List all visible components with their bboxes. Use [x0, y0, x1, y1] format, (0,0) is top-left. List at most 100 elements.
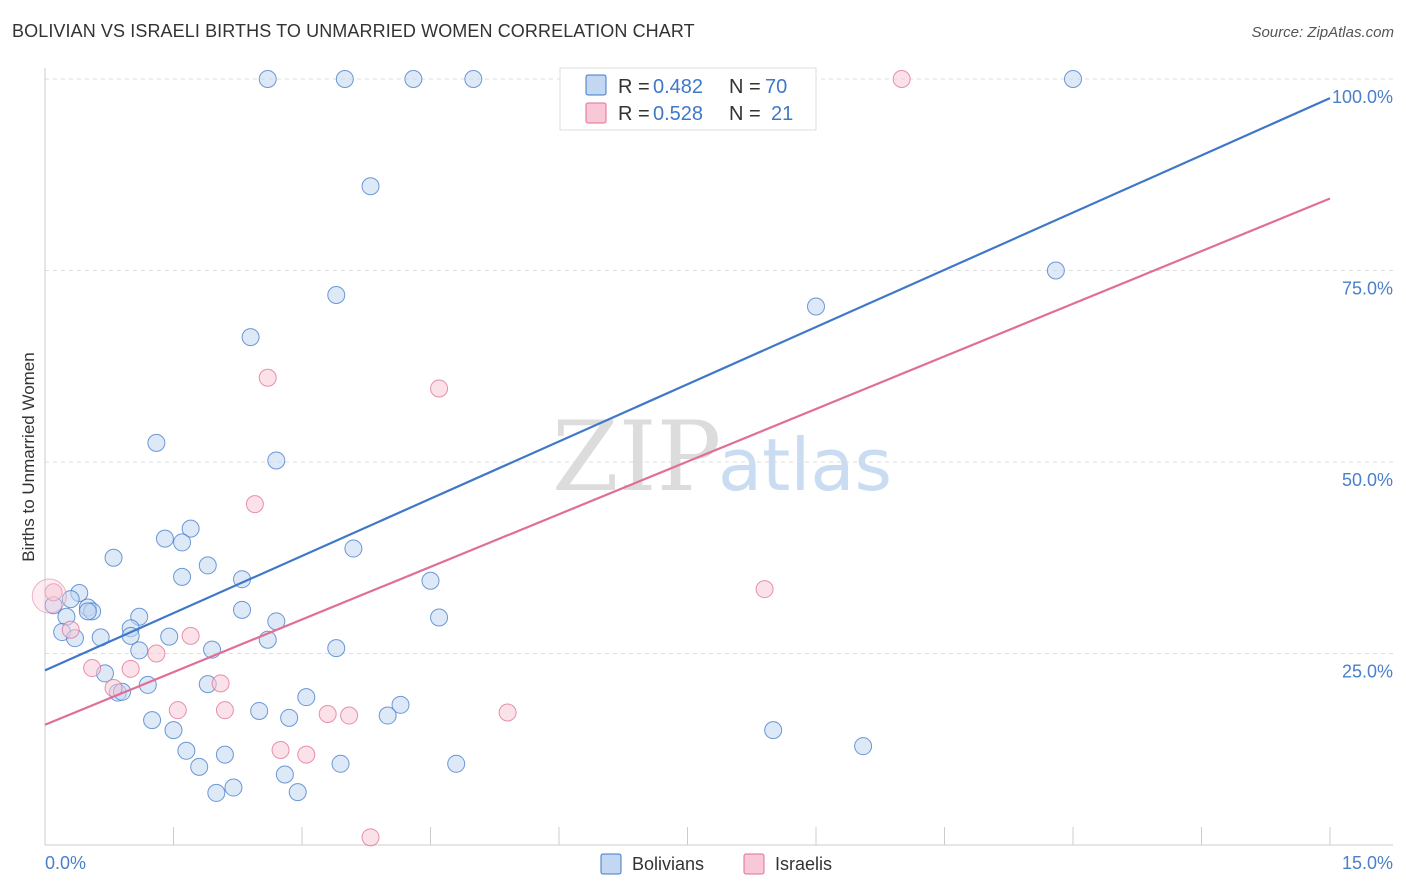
- gridlines: [45, 78, 1393, 654]
- bolivians-point-22: [421, 571, 440, 590]
- israelis-point-15: [318, 705, 337, 724]
- israelis-point-7: [181, 626, 200, 645]
- israelis-point-0: [892, 70, 911, 88]
- israelis-point-4: [755, 580, 774, 599]
- bolivians-point-17: [104, 548, 123, 567]
- y-tick-label-3: 100.0%: [1332, 87, 1393, 107]
- bolivians-point-61: [275, 765, 294, 784]
- bolivians-point-58: [190, 757, 209, 776]
- bolivians-point-60: [447, 754, 466, 773]
- bolivians-point-10: [807, 297, 825, 316]
- israelis-n-value: 21: [771, 103, 793, 125]
- israelis-n-label: N =: [729, 103, 761, 125]
- series-legend: Bolivians Israelis: [600, 853, 832, 875]
- bolivians-point-48: [297, 688, 316, 707]
- y-tick-labels: 25.0% 50.0% 75.0% 100.0%: [1332, 87, 1393, 682]
- bolivians-point-20: [173, 567, 192, 586]
- israelis-swatch: [585, 102, 607, 124]
- bolivians-point-13: [267, 451, 286, 470]
- bolivians-point-30: [233, 600, 252, 619]
- x-tick-label-0: 0.0%: [45, 853, 86, 873]
- israelis-point-10: [147, 644, 166, 663]
- israelis-regression-line: [44, 197, 1331, 726]
- chart-title: BOLIVIAN VS ISRAELI BIRTHS TO UNMARRIED …: [12, 21, 695, 41]
- bolivians-point-63: [224, 778, 243, 797]
- source-credit: Source: ZipAtlas.com: [1251, 24, 1394, 41]
- bolivians-point-16: [173, 533, 192, 552]
- israelis-point-20: [361, 828, 380, 847]
- bolivians-point-3: [464, 70, 483, 88]
- bolivians-point-51: [250, 701, 269, 720]
- israelis-point-14: [215, 701, 234, 720]
- x-tick-label-1: 15.0%: [1342, 853, 1393, 873]
- bolivians-point-38: [160, 627, 179, 646]
- bolivians-r-label: R =: [618, 76, 650, 98]
- bolivians-point-19: [198, 556, 217, 575]
- israelis-large-point: [31, 578, 67, 614]
- y-tick-label-1: 50.0%: [1342, 470, 1393, 490]
- regression-lines: [44, 97, 1331, 726]
- israelis-point-18: [271, 741, 290, 760]
- bolivians-point-59: [331, 754, 350, 773]
- y-tick-label-2: 75.0%: [1342, 279, 1393, 299]
- bolivians-point-57: [215, 745, 234, 764]
- israelis-points: [31, 70, 911, 847]
- israelis-point-16: [340, 706, 359, 725]
- bolivians-regression-line: [44, 97, 1331, 672]
- israelis-r-label: R =: [618, 103, 650, 125]
- bolivians-point-15: [155, 529, 174, 548]
- israelis-point-2: [430, 379, 449, 398]
- bolivians-legend-swatch: [600, 853, 622, 875]
- y-tick-label-0: 25.0%: [1342, 662, 1393, 682]
- bolivians-point-8: [1046, 261, 1065, 280]
- bolivians-point-65: [288, 783, 307, 802]
- israelis-point-1: [258, 368, 277, 387]
- israelis-point-13: [168, 701, 187, 720]
- watermark-atlas: atlas: [718, 423, 892, 507]
- bolivians-point-7: [361, 177, 380, 196]
- watermark-zip: ZIP: [552, 401, 721, 513]
- israelis-point-8: [83, 659, 102, 678]
- bolivians-point-32: [430, 608, 449, 627]
- bolivians-point-49: [391, 695, 410, 714]
- bolivians-point-40: [130, 641, 149, 660]
- bolivians-r-value: 0.482: [653, 76, 703, 98]
- bolivians-point-55: [764, 721, 783, 740]
- israelis-point-3: [245, 495, 264, 514]
- bolivians-point-54: [164, 721, 183, 740]
- bolivians-point-0: [258, 70, 277, 88]
- y-axis-label: Births to Unmarried Women: [19, 352, 38, 561]
- israelis-legend-swatch: [743, 853, 765, 875]
- bolivians-point-18: [344, 539, 363, 558]
- bolivians-point-50: [378, 706, 397, 725]
- bolivians-point-9: [327, 286, 346, 305]
- axes: [44, 68, 1393, 846]
- israelis-r-value: 0.528: [653, 103, 703, 125]
- bolivians-point-64: [207, 783, 226, 802]
- israelis-point-9: [121, 659, 140, 678]
- x-tick-labels: 0.0% 15.0%: [45, 853, 1393, 873]
- israelis-legend-label: Israelis: [775, 854, 832, 874]
- bolivians-n-label: N =: [729, 76, 761, 98]
- bolivians-n-value: 70: [765, 76, 787, 98]
- israelis-point-6: [61, 620, 80, 639]
- bolivians-point-56: [177, 741, 196, 760]
- bolivians-point-42: [327, 639, 346, 658]
- bolivians-point-66: [78, 602, 97, 621]
- stats-legend: R = 0.482 N = 70 R = 0.528 N = 21: [559, 67, 817, 131]
- bolivians-swatch: [585, 74, 607, 96]
- israelis-point-5: [44, 583, 63, 602]
- israelis-point-17: [498, 703, 517, 722]
- bolivians-point-6: [1064, 70, 1082, 88]
- bolivians-point-53: [143, 711, 162, 730]
- bolivians-point-12: [147, 433, 166, 452]
- bolivians-legend-label: Bolivians: [632, 854, 704, 874]
- israelis-point-11: [211, 674, 230, 693]
- bolivians-point-14: [181, 519, 200, 538]
- bolivians-point-2: [404, 70, 423, 88]
- bolivians-point-1: [335, 70, 354, 88]
- bolivians-point-62: [854, 737, 873, 756]
- bolivians-point-52: [280, 708, 299, 727]
- bolivians-point-11: [241, 328, 260, 347]
